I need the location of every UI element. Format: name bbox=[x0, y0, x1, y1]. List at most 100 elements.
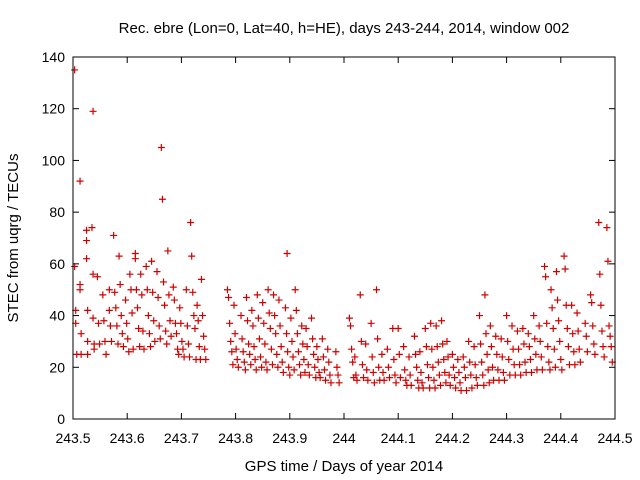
data-point bbox=[84, 350, 92, 358]
axis-ticks: 243.5 243.6 243.7 243.8 243.9 244 244.1 244.2 24… bbox=[42, 49, 633, 446]
y-axis-label: STEC from uqrg / TECUs bbox=[5, 154, 22, 323]
data-point bbox=[520, 340, 528, 348]
data-point bbox=[421, 325, 429, 332]
data-point bbox=[478, 358, 486, 366]
data-point bbox=[536, 337, 544, 345]
data-point bbox=[232, 345, 240, 353]
data-point bbox=[429, 363, 437, 371]
data-point bbox=[445, 371, 453, 379]
data-point bbox=[255, 335, 263, 343]
x-tick-label: 244.4 bbox=[543, 430, 578, 446]
data-point bbox=[456, 379, 464, 387]
data-point bbox=[351, 353, 359, 361]
data-point bbox=[439, 340, 447, 348]
data-point bbox=[423, 361, 431, 369]
data-point bbox=[117, 312, 125, 320]
data-point bbox=[238, 335, 246, 343]
data-point bbox=[345, 314, 353, 322]
data-point bbox=[150, 317, 158, 325]
data-point bbox=[166, 317, 174, 325]
data-point bbox=[425, 374, 433, 382]
data-point bbox=[530, 312, 538, 320]
x-tick-label: 244.2 bbox=[435, 430, 470, 446]
data-point bbox=[294, 348, 302, 356]
data-point bbox=[505, 356, 513, 364]
data-point bbox=[503, 312, 511, 320]
data-point bbox=[191, 325, 199, 332]
data-point bbox=[84, 337, 92, 345]
x-tick-label: 243.9 bbox=[272, 430, 307, 446]
data-point bbox=[418, 379, 426, 387]
data-point bbox=[293, 330, 301, 338]
data-point bbox=[125, 348, 133, 356]
data-point bbox=[413, 363, 421, 371]
data-point bbox=[391, 371, 399, 379]
data-point bbox=[576, 358, 584, 366]
data-point bbox=[288, 337, 296, 345]
data-point bbox=[253, 291, 261, 299]
data-point bbox=[402, 376, 410, 384]
data-point bbox=[279, 368, 287, 376]
data-point bbox=[543, 319, 551, 327]
data-point bbox=[454, 356, 462, 364]
data-point bbox=[367, 319, 375, 327]
data-point bbox=[105, 306, 113, 314]
data-point bbox=[462, 387, 470, 395]
data-point bbox=[175, 350, 183, 358]
data-point bbox=[394, 325, 402, 332]
data-point bbox=[471, 361, 479, 369]
data-point bbox=[395, 350, 403, 358]
data-point bbox=[241, 366, 249, 374]
data-point bbox=[326, 371, 334, 379]
data-point bbox=[558, 366, 566, 374]
data-point bbox=[500, 376, 508, 384]
data-point bbox=[123, 319, 131, 327]
data-point bbox=[472, 374, 480, 382]
data-point bbox=[266, 325, 274, 332]
data-point bbox=[223, 286, 231, 294]
data-point bbox=[83, 255, 91, 263]
data-point bbox=[283, 250, 291, 258]
data-point bbox=[275, 296, 283, 304]
data-point bbox=[379, 368, 387, 376]
data-point bbox=[244, 317, 252, 325]
data-point bbox=[143, 286, 151, 294]
data-point bbox=[156, 335, 164, 343]
data-point bbox=[119, 343, 127, 351]
data-point bbox=[122, 296, 130, 304]
data-point bbox=[370, 379, 378, 387]
data-point bbox=[570, 348, 578, 356]
data-point bbox=[163, 340, 171, 348]
data-point bbox=[537, 353, 545, 361]
data-point bbox=[260, 319, 268, 327]
data-point bbox=[264, 286, 272, 294]
data-point bbox=[193, 301, 201, 309]
data-point bbox=[137, 270, 145, 278]
data-point bbox=[380, 376, 388, 384]
data-point bbox=[378, 350, 386, 358]
data-point bbox=[182, 286, 190, 294]
data-point bbox=[599, 343, 607, 351]
data-point bbox=[400, 343, 408, 351]
data-point bbox=[197, 275, 205, 283]
data-point bbox=[375, 363, 383, 371]
data-point bbox=[412, 350, 420, 358]
data-point bbox=[538, 366, 546, 374]
data-point bbox=[373, 286, 381, 294]
data-point bbox=[114, 340, 122, 348]
data-point bbox=[126, 270, 134, 278]
data-points bbox=[71, 66, 616, 395]
data-point bbox=[102, 350, 110, 358]
y-tick-label: 0 bbox=[57, 411, 65, 427]
data-point bbox=[597, 301, 605, 309]
data-point bbox=[531, 335, 539, 343]
data-point bbox=[99, 291, 107, 299]
data-point bbox=[368, 353, 376, 361]
data-point bbox=[392, 379, 400, 387]
data-point bbox=[383, 345, 391, 353]
data-point bbox=[158, 195, 166, 203]
data-point bbox=[259, 299, 267, 307]
data-point bbox=[548, 304, 556, 312]
data-point bbox=[265, 309, 273, 317]
data-point bbox=[154, 293, 162, 301]
